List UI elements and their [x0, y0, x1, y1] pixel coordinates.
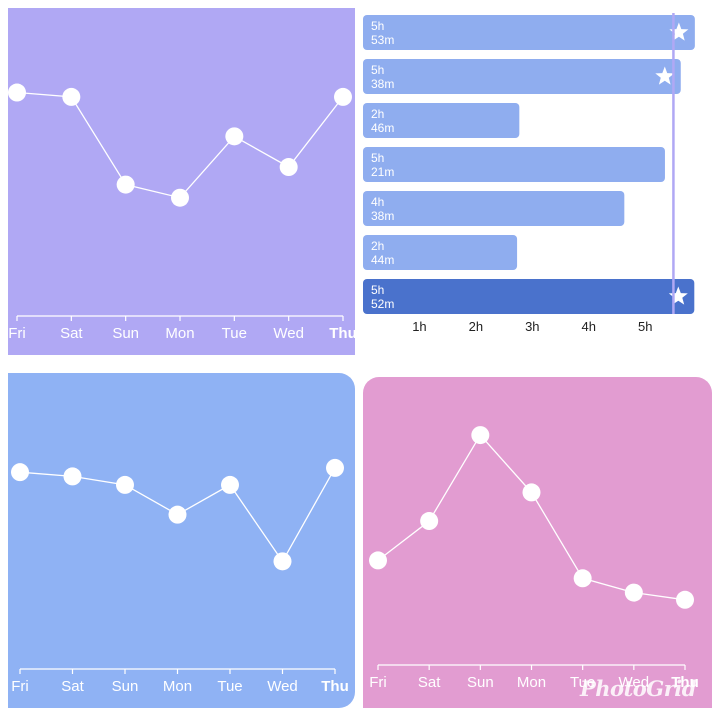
- bar-6: [363, 235, 518, 270]
- x-tick-label: Fri: [11, 678, 29, 695]
- star-icon: [668, 286, 688, 305]
- bar-7: [363, 279, 695, 314]
- x-tick-label: Tue: [570, 674, 595, 691]
- x-tick-label: Tue: [217, 678, 242, 695]
- bar-label-hours: 5h: [371, 151, 384, 165]
- data-point-thu: [676, 590, 694, 609]
- x-tick-label: Sat: [418, 674, 441, 691]
- line-chart-2: Fri Sat Sun Mon Tue Wed Thu: [11, 458, 349, 695]
- series-line-1: [16, 91, 344, 199]
- data-point-sun: [116, 175, 135, 194]
- bar-label-minutes: 44m: [371, 253, 394, 267]
- x-tick-label: 2h: [469, 319, 483, 334]
- data-point-fri: [11, 463, 29, 482]
- bar-1: [363, 15, 695, 50]
- bar-2: [363, 59, 681, 94]
- data-point-sun: [116, 475, 134, 494]
- bar-label-hours: 2h: [371, 107, 384, 121]
- x-tick-label: Wed: [267, 678, 298, 695]
- x-tick-label: Fri: [8, 325, 26, 342]
- bar-label-hours: 5h: [371, 283, 384, 297]
- bar-5: [363, 191, 625, 226]
- bar-3: [363, 103, 520, 138]
- data-point-fri: [8, 83, 26, 102]
- data-point-sat: [63, 467, 82, 486]
- bar-4: [363, 147, 665, 182]
- data-point-mon: [522, 483, 541, 502]
- x-tick-label: Sun: [112, 325, 139, 342]
- data-point-wed: [624, 583, 643, 602]
- data-point-tue: [225, 127, 244, 146]
- x-tick-label: Mon: [165, 325, 194, 342]
- x-tick-label: Wed: [619, 674, 650, 691]
- data-point-wed: [279, 158, 298, 177]
- panel-bar-chart: 5h 53m 5h 38m 2h 46m 5h 21m 4h 38m 2h 44m 5h 52m 1h 2h 3…: [362, 8, 712, 355]
- data-point-thu: [326, 458, 344, 477]
- x-tick-label: 3h: [525, 319, 539, 334]
- data-point-tue: [221, 475, 239, 494]
- bar-label-minutes: 46m: [371, 121, 394, 135]
- x-tick-label: Tue: [222, 325, 247, 342]
- data-point-wed: [273, 552, 292, 571]
- x-tick-label: Fri: [369, 674, 387, 691]
- star-icon: [669, 22, 689, 41]
- x-tick-label: Sun: [112, 678, 139, 695]
- bar-label-hours: 5h: [371, 63, 384, 77]
- panel-line-chart-2: Fri Sat Sun Mon Tue Wed Thu: [8, 373, 355, 708]
- x-tick-label: Thu: [329, 325, 355, 342]
- x-tick-label: Wed: [273, 325, 304, 342]
- x-tick-label: Sat: [61, 678, 84, 695]
- photogrid-watermark: PhotoGrid: [580, 676, 696, 701]
- x-tick-label: Sat: [60, 325, 83, 342]
- data-point-sat: [62, 87, 81, 106]
- bar-label-minutes: 21m: [371, 165, 394, 179]
- data-point-mon: [168, 505, 187, 524]
- bar-label-minutes: 52m: [371, 297, 394, 311]
- x-tick-label: Mon: [163, 678, 192, 695]
- bar-label-hours: 2h: [371, 239, 384, 253]
- x-tick-label: 1h: [412, 319, 426, 334]
- line-chart-1: Fri Sat Sun Mon Tue Wed Thu: [8, 83, 355, 342]
- line-chart-3: Fri Sat Sun Mon Tue Wed Thu: [369, 426, 699, 691]
- panel-line-chart-1: Fri Sat Sun Mon Tue Wed Thu: [8, 8, 355, 355]
- bar-label-hours: 5h: [371, 19, 384, 33]
- data-point-tue: [573, 569, 592, 588]
- x-tick-label: 4h: [582, 319, 596, 334]
- bar-label-hours: 4h: [371, 195, 384, 209]
- data-point-sat: [420, 512, 439, 531]
- bar-label-minutes: 38m: [371, 77, 394, 91]
- x-tick-label: 5h: [638, 319, 652, 334]
- x-tick-label: Thu: [671, 674, 699, 691]
- panel-line-chart-3: Fri Sat Sun Mon Tue Wed Thu: [363, 377, 712, 708]
- x-tick-label: Thu: [321, 678, 349, 695]
- data-point-fri: [369, 551, 387, 570]
- data-point-mon: [171, 188, 189, 207]
- bar-label-minutes: 53m: [371, 33, 394, 47]
- x-tick-label: Mon: [517, 674, 546, 691]
- data-point-sun: [471, 426, 490, 445]
- x-tick-label: Sun: [467, 674, 494, 691]
- data-point-thu: [334, 87, 352, 106]
- star-icon: [655, 66, 675, 85]
- bar-label-minutes: 38m: [371, 209, 394, 223]
